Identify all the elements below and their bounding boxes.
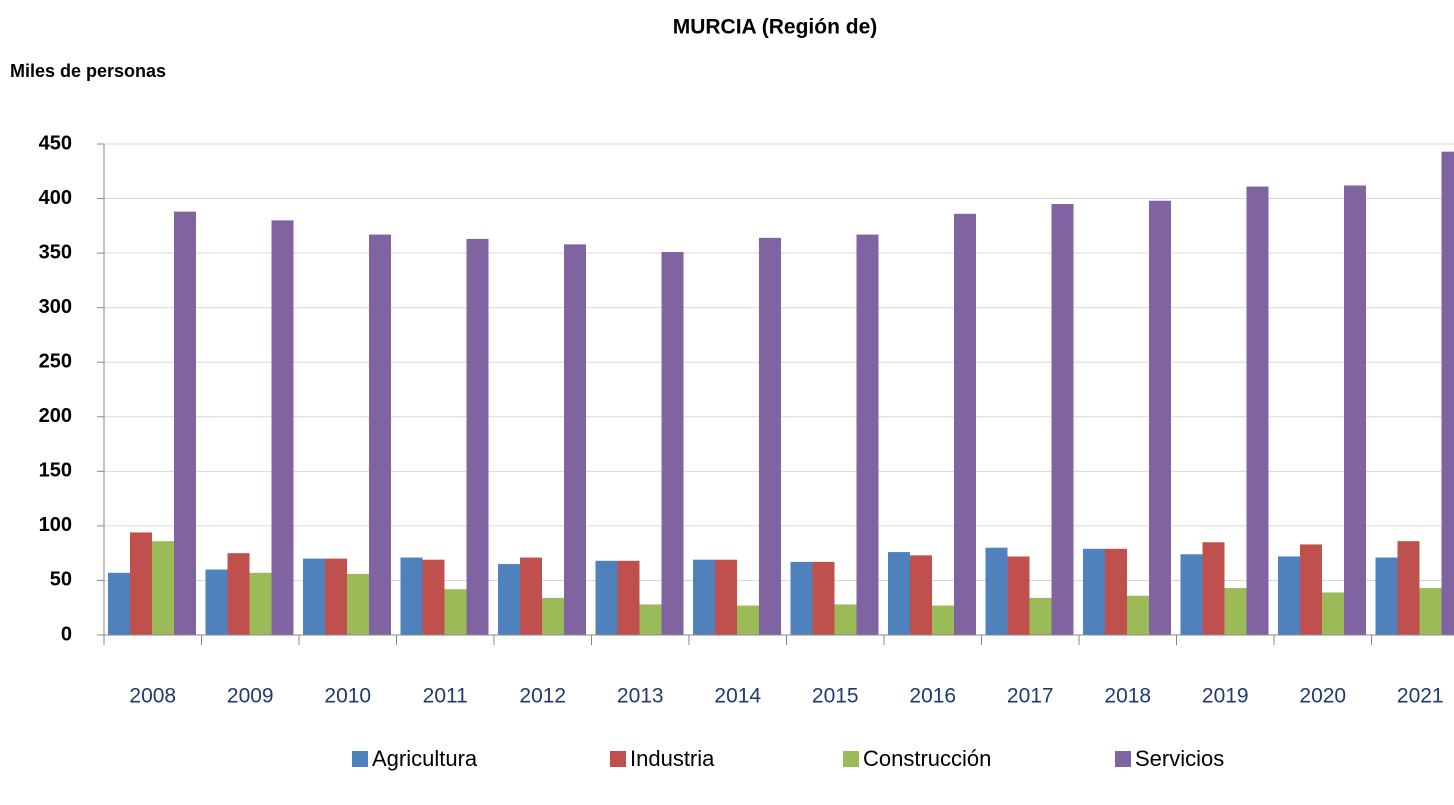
bar xyxy=(520,557,542,635)
bar xyxy=(347,573,369,635)
x-tick-label: 2008 xyxy=(129,685,176,708)
bar xyxy=(1051,204,1074,635)
bar xyxy=(888,552,910,635)
bar xyxy=(1419,588,1442,635)
y-tick-label: 250 xyxy=(39,351,72,373)
bar xyxy=(466,238,489,635)
y-tick-label: 150 xyxy=(39,460,72,482)
legend-label: Construcción xyxy=(863,746,991,771)
bar xyxy=(954,213,976,635)
bar xyxy=(661,252,684,635)
bar xyxy=(564,244,586,636)
legend-label: Industria xyxy=(630,746,715,771)
bar xyxy=(834,604,857,635)
y-tick-label: 300 xyxy=(39,296,72,318)
bar xyxy=(985,547,1008,635)
bar xyxy=(1322,592,1344,635)
x-tick-label: 2010 xyxy=(324,685,371,708)
bar xyxy=(790,561,813,635)
chart-title: MURCIA (Región de) xyxy=(673,16,878,39)
bar xyxy=(1441,151,1454,636)
bar xyxy=(595,560,618,635)
x-tick-label: 2014 xyxy=(714,685,761,708)
x-tick-label: 2012 xyxy=(519,685,566,708)
bar xyxy=(205,569,228,635)
x-tick-label: 2019 xyxy=(1202,685,1249,708)
bar xyxy=(1202,542,1225,635)
y-tick-label: 0 xyxy=(61,623,72,645)
bar xyxy=(542,597,564,635)
legend-swatch xyxy=(610,751,626,767)
bar xyxy=(1180,554,1203,635)
bar xyxy=(174,211,196,635)
x-tick-label: 2020 xyxy=(1299,685,1346,708)
bar xyxy=(152,541,174,635)
bar xyxy=(1127,595,1149,635)
bar xyxy=(130,532,152,635)
bar xyxy=(1375,557,1398,635)
bar xyxy=(227,553,250,635)
bar xyxy=(369,234,391,635)
x-tick-label: 2016 xyxy=(909,685,956,708)
bar xyxy=(108,572,130,635)
bar xyxy=(1246,186,1269,635)
x-tick-label: 2011 xyxy=(423,685,468,708)
bar xyxy=(910,555,932,635)
bar xyxy=(1300,544,1322,635)
bar xyxy=(249,572,272,635)
bar xyxy=(1149,200,1171,635)
bar xyxy=(639,604,662,635)
bar xyxy=(693,559,715,635)
y-tick-label: 100 xyxy=(39,514,72,536)
bar xyxy=(400,557,423,635)
bar xyxy=(759,237,781,635)
bar xyxy=(856,234,879,635)
bar xyxy=(1397,541,1420,635)
bar xyxy=(1105,548,1127,635)
x-tick-label: 2017 xyxy=(1007,685,1054,708)
bar xyxy=(444,589,467,635)
bar xyxy=(1278,556,1300,635)
x-tick-label: 2021 xyxy=(1397,685,1444,708)
y-tick-label: 350 xyxy=(39,241,72,263)
legend-label: Agricultura xyxy=(372,746,478,771)
legend-swatch xyxy=(352,751,368,767)
bar xyxy=(1344,185,1366,635)
bar xyxy=(812,561,835,635)
x-tick-label: 2018 xyxy=(1104,685,1151,708)
bar xyxy=(271,220,294,635)
bar xyxy=(737,605,759,635)
bar xyxy=(1007,556,1030,635)
bar xyxy=(1224,588,1247,635)
y-tick-label: 400 xyxy=(39,187,72,209)
bar xyxy=(1083,548,1105,635)
bar xyxy=(932,605,954,635)
legend-label: Servicios xyxy=(1135,746,1224,771)
x-tick-label: 2015 xyxy=(812,685,859,708)
bar xyxy=(325,558,347,635)
bar xyxy=(1029,597,1052,635)
legend-swatch xyxy=(1115,751,1131,767)
bar xyxy=(422,559,445,635)
x-tick-label: 2009 xyxy=(227,685,274,708)
y-axis-label: Miles de personas xyxy=(10,61,166,81)
y-tick-label: 450 xyxy=(39,132,72,154)
y-tick-label: 200 xyxy=(39,405,72,427)
x-tick-label: 2013 xyxy=(617,685,664,708)
y-tick-label: 50 xyxy=(50,569,72,591)
bar xyxy=(715,559,737,635)
bar xyxy=(617,560,640,635)
legend-swatch xyxy=(843,751,859,767)
bar xyxy=(498,564,520,635)
bar xyxy=(303,558,325,635)
